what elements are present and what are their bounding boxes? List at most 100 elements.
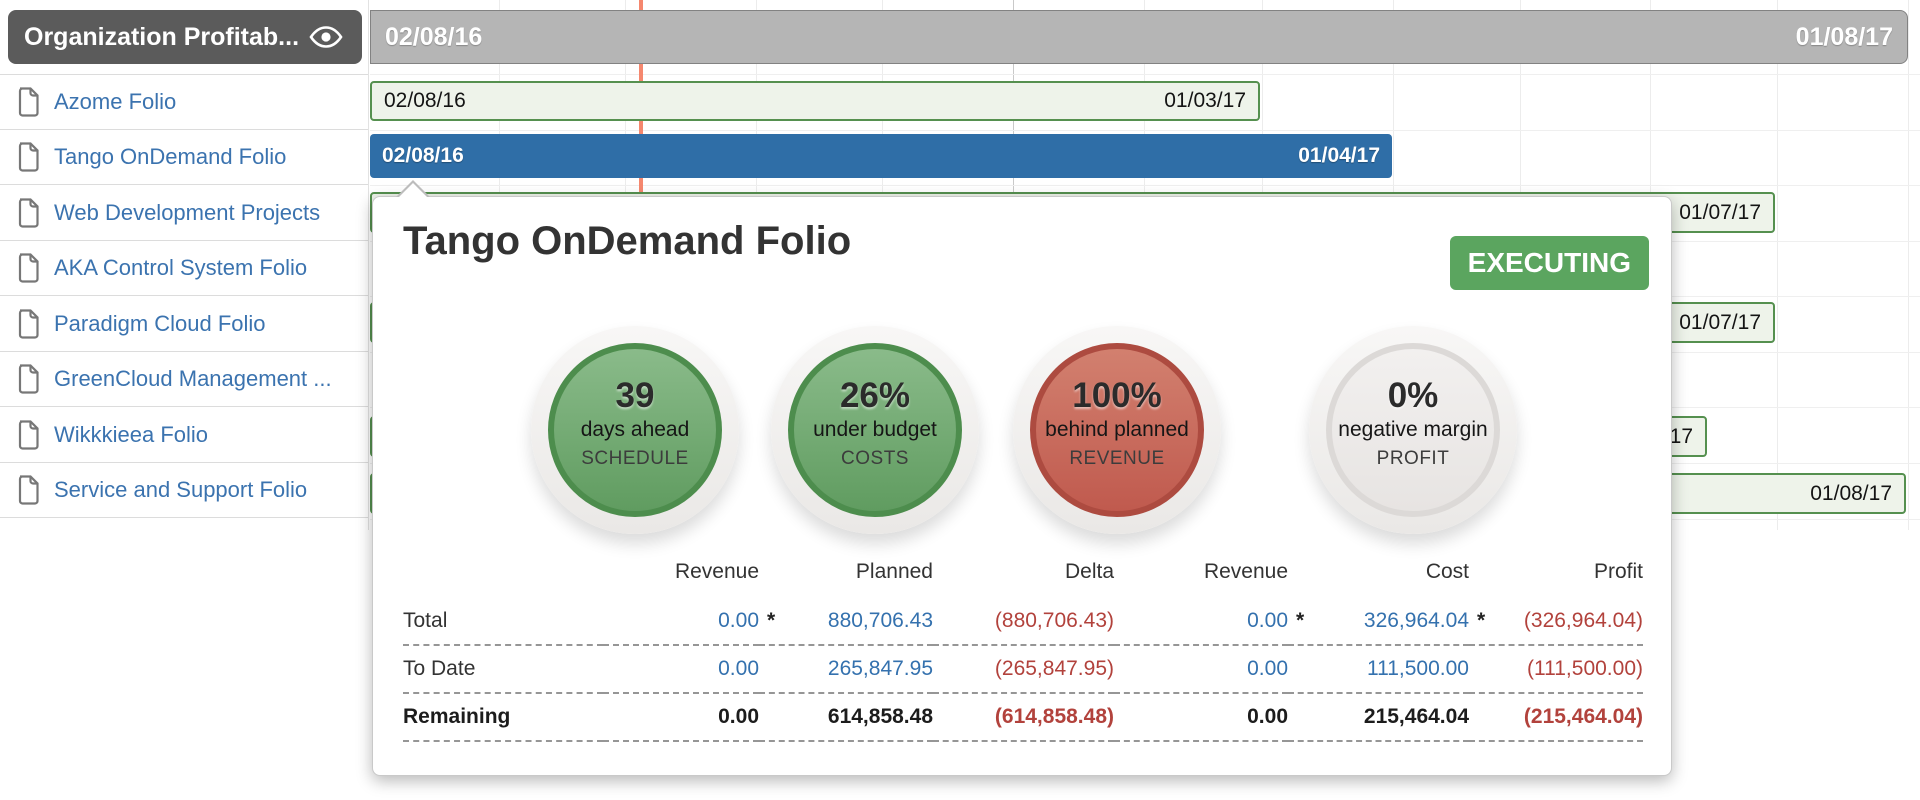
- gauge-category: PROFIT: [1376, 448, 1450, 469]
- gauge-category: REVENUE: [1069, 448, 1165, 469]
- cell-value: 111,500.00: [1367, 657, 1469, 680]
- bar-end-date: 01/03/17: [1164, 89, 1246, 112]
- cell-value: 614,858.48: [827, 705, 933, 728]
- bar-end-date: 17: [1669, 424, 1693, 448]
- row-label: To Date: [403, 645, 603, 694]
- gauge-label: behind planned: [1045, 418, 1189, 441]
- sidebar-item-label[interactable]: AKA Control System Folio: [54, 255, 308, 280]
- gantt-bar-azome-folio[interactable]: 02/08/16 01/03/17: [370, 81, 1260, 121]
- cell-value: 0.00: [1247, 705, 1288, 728]
- cell-value: (215,464.04): [1523, 705, 1643, 728]
- profit-gauge: 0% negative margin PROFIT: [1309, 326, 1517, 534]
- col-revenue-planned: Revenue: [674, 560, 759, 583]
- col-planned: Planned: [855, 560, 933, 583]
- gauge-label: days ahead: [580, 418, 690, 441]
- status-badge: EXECUTING: [1449, 236, 1649, 290]
- col-delta: Delta: [1064, 560, 1114, 583]
- revenue-gauge: 100% behind planned REVENUE: [1013, 326, 1221, 534]
- gauge-category: SCHEDULE: [581, 448, 689, 469]
- cell-value: (111,500.00): [1527, 657, 1643, 680]
- row-separator: [370, 130, 1920, 131]
- table-header-row: Revenue Planned Delta Revenue Cost Profi…: [403, 547, 1643, 597]
- sidebar-item-web-development-projects[interactable]: Web Development Projects: [0, 186, 368, 241]
- cell-value: 0.00: [718, 705, 759, 728]
- cell-value: 0.00: [1247, 608, 1288, 632]
- sidebar-item-label[interactable]: Tango OnDemand Folio: [54, 144, 287, 169]
- bar-end-date: 01/04/17: [1298, 144, 1380, 167]
- sidebar-item-paradigm-cloud-folio[interactable]: Paradigm Cloud Folio: [0, 297, 368, 352]
- document-icon: [18, 253, 39, 283]
- bar-start-date: 02/08/16: [382, 144, 464, 167]
- cell-value: 265,847.95: [827, 657, 933, 680]
- bar-end-date: 01/07/17: [1679, 310, 1761, 334]
- sidebar-item-service-and-support-folio[interactable]: Service and Support Folio: [0, 463, 368, 518]
- sidebar-item-label[interactable]: Wikkkieea Folio: [54, 422, 209, 447]
- month-gridline: [1777, 0, 1778, 530]
- sidebar-divider: [368, 0, 369, 530]
- popup-title: Tango OnDemand Folio: [403, 219, 852, 263]
- sidebar-item-label[interactable]: GreenCloud Management ...: [54, 366, 332, 391]
- eye-icon[interactable]: [309, 26, 343, 48]
- sidebar-item-aka-control-system-folio[interactable]: AKA Control System Folio: [0, 241, 368, 296]
- bar-end-date: 01/08/17: [1810, 481, 1892, 505]
- month-gridline: [1908, 0, 1909, 530]
- sidebar-item-label[interactable]: Azome Folio: [54, 89, 177, 114]
- sidebar-item-wikkkieea-folio[interactable]: Wikkkieea Folio: [0, 408, 368, 463]
- gauge-value: 26%: [839, 376, 911, 415]
- folio-details-popup: Tango OnDemand Folio EXECUTING 39 days a…: [372, 180, 1672, 776]
- cell-value: (326,964.04): [1523, 608, 1643, 632]
- cell-value: (880,706.43): [994, 608, 1114, 632]
- gauge-value: 0%: [1387, 376, 1439, 415]
- range-end-date: 01/08/17: [1795, 22, 1893, 51]
- row-label: Remaining: [403, 693, 603, 742]
- table-row-remaining: Remaining 0.00 614,858.48 (614,858.48) 0…: [403, 693, 1643, 742]
- cell-value: (265,847.95): [994, 657, 1114, 680]
- cell-value: 0.00: [718, 608, 759, 632]
- portfolio-header[interactable]: Organization Profitab...: [8, 10, 362, 64]
- sidebar-item-greencloud-management[interactable]: GreenCloud Management ...: [0, 352, 368, 407]
- row-separator: [370, 185, 1920, 186]
- costs-gauge: 26% under budget COSTS: [771, 326, 979, 534]
- sidebar-header-separator: [0, 74, 368, 75]
- schedule-gauge: 39 days ahead SCHEDULE: [531, 326, 739, 534]
- cell-value: 880,706.43: [827, 608, 933, 632]
- table-row-to-date: To Date 0.00 265,847.95 (265,847.95) 0.0…: [403, 645, 1643, 694]
- sidebar-item-label[interactable]: Service and Support Folio: [54, 477, 308, 502]
- portfolio-title: Organization Profitab...: [24, 22, 300, 51]
- document-icon: [18, 142, 39, 172]
- col-revenue-actual: Revenue: [1203, 560, 1288, 583]
- gantt-bar-tango-ondemand-folio[interactable]: 02/08/16 01/04/17: [370, 134, 1392, 178]
- cell-value: 0.00: [1247, 657, 1288, 680]
- gauge-label: negative margin: [1338, 418, 1488, 441]
- range-start-date: 02/08/16: [385, 22, 483, 51]
- gauge-value: 39: [615, 376, 655, 415]
- cell-value: 326,964.04: [1363, 608, 1469, 632]
- gauge-label: under budget: [813, 418, 937, 441]
- cell-value: 215,464.04: [1363, 705, 1469, 728]
- cell-value: 0.00: [718, 657, 759, 680]
- timeline-range-bar[interactable]: 02/08/16 01/08/17: [370, 10, 1908, 64]
- document-icon: [18, 309, 39, 339]
- col-cost: Cost: [1425, 560, 1469, 583]
- document-icon: [18, 87, 39, 117]
- document-icon: [18, 364, 39, 394]
- sidebar-item-label[interactable]: Web Development Projects: [54, 200, 321, 225]
- sidebar-item-label[interactable]: Paradigm Cloud Folio: [54, 311, 266, 336]
- gauge-category: COSTS: [841, 448, 909, 469]
- document-icon: [18, 475, 39, 505]
- col-profit: Profit: [1593, 560, 1643, 583]
- row-label: Total: [403, 597, 603, 646]
- gauge-value: 100%: [1072, 376, 1162, 415]
- popup-pointer-fill: [399, 183, 427, 197]
- table-row-total: Total 0.00 * 880,706.43 (880,706.43) 0.00…: [403, 597, 1643, 646]
- sidebar-item-tango-ondemand-folio[interactable]: Tango OnDemand Folio: [0, 130, 368, 185]
- sidebar-item-azome-folio[interactable]: Azome Folio: [0, 75, 368, 130]
- bar-start-date: 02/08/16: [384, 89, 466, 112]
- cell-value: (614,858.48): [994, 705, 1114, 728]
- document-icon: [18, 420, 39, 450]
- financials-table: Revenue Planned Delta Revenue Cost Profi…: [403, 547, 1643, 742]
- row-separator: [370, 74, 1920, 75]
- bar-end-date: 01/07/17: [1679, 200, 1761, 224]
- document-icon: [18, 198, 39, 228]
